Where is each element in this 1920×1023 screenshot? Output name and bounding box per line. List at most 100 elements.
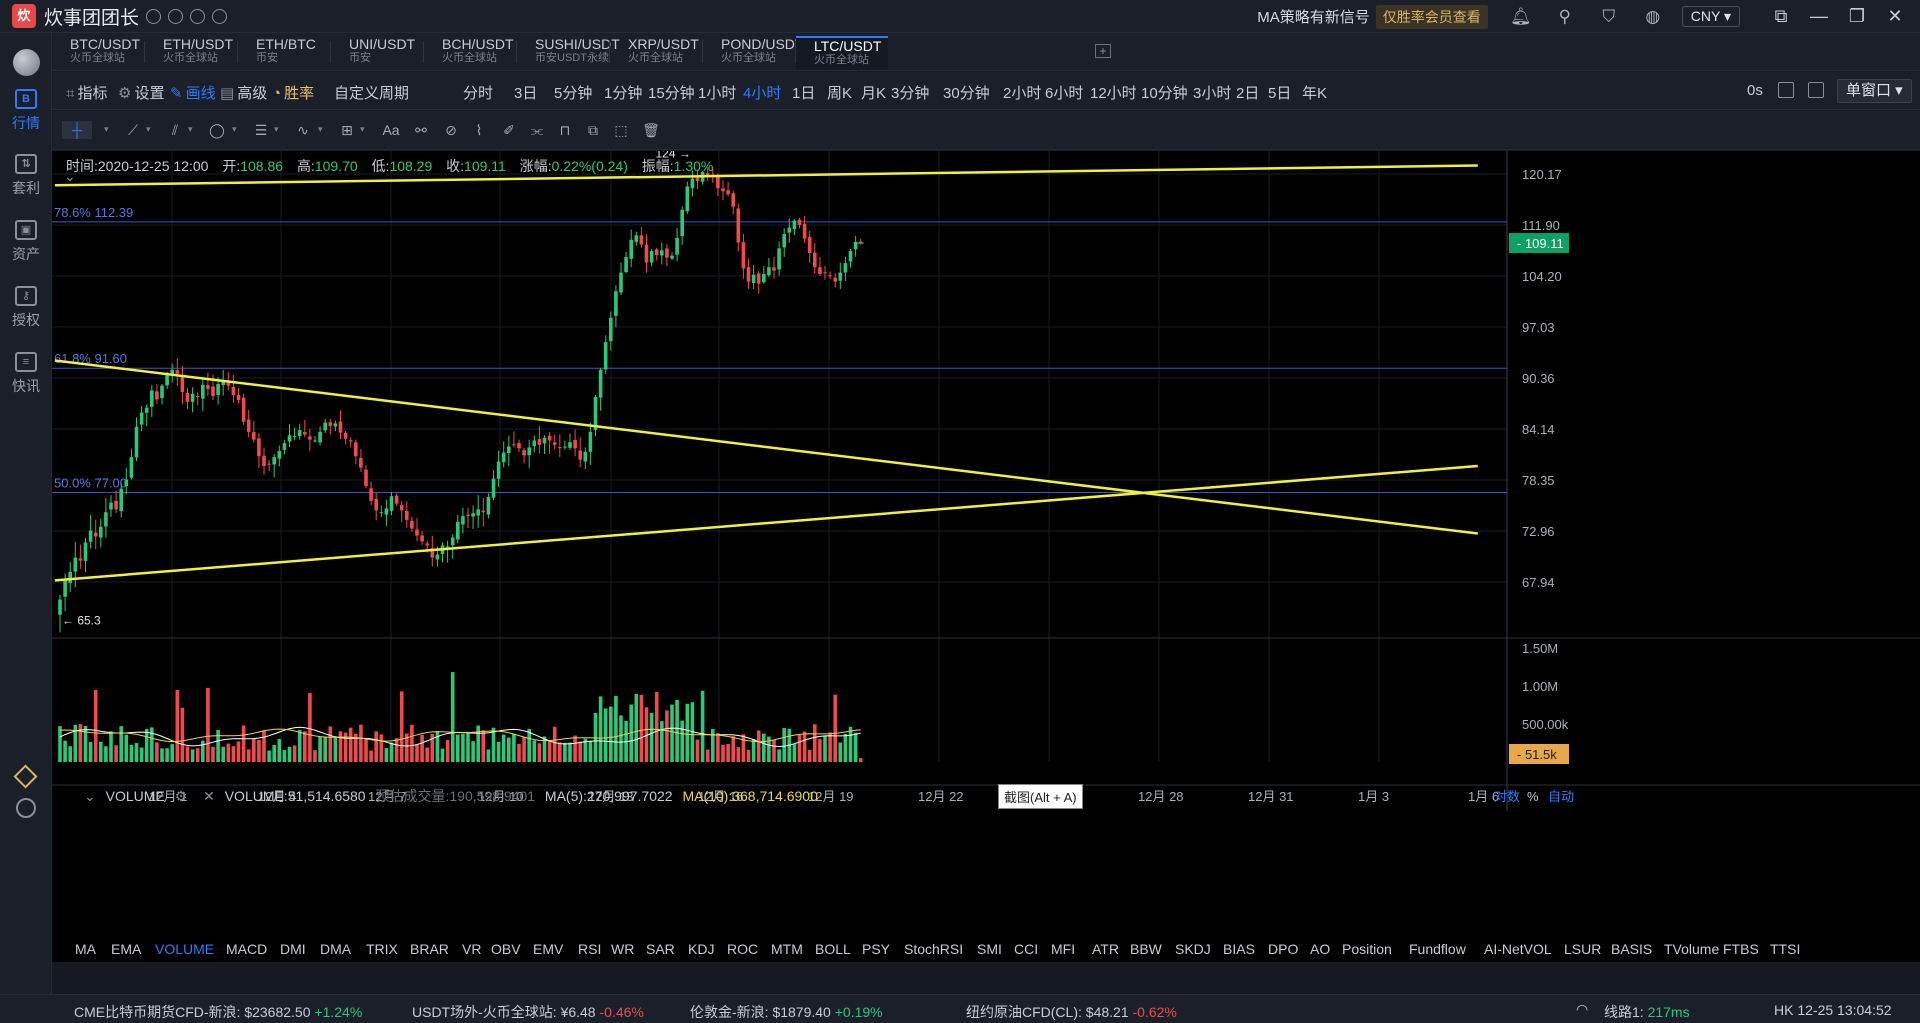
fullscreen-icon[interactable]: [1778, 82, 1794, 98]
indicator-obv[interactable]: OBV: [491, 941, 521, 957]
ruler-tool[interactable]: ⌇: [475, 122, 483, 138]
sidebar-item-arbitrage[interactable]: ⇅ 套利: [0, 154, 52, 198]
winrate-button[interactable]: ◔ 胜率: [272, 85, 315, 102]
magnet-tool[interactable]: ⊘: [445, 122, 457, 138]
period-19[interactable]: 年K: [1302, 85, 1328, 102]
indicator-ao[interactable]: AO: [1310, 941, 1331, 957]
indicator-vr[interactable]: VR: [462, 941, 482, 957]
indicator-mtm[interactable]: MTM: [771, 941, 803, 957]
indicator-ftbs[interactable]: FTBS: [1723, 941, 1759, 957]
tab-eth-btc[interactable]: ETH/BTC 币安: [238, 36, 348, 70]
tab-eth-usdt[interactable]: ETH/USDT 火币全球站: [145, 36, 255, 70]
indicator-stochrsi[interactable]: StochRSI: [904, 941, 964, 957]
ellipse-tool[interactable]: ◯: [209, 122, 225, 138]
indicator-macd[interactable]: MACD: [226, 941, 268, 957]
ticker-item[interactable]: 纽约原油CFD(CL): $48.21 -0.62%: [966, 1004, 1177, 1020]
period-9[interactable]: 月K: [861, 85, 887, 102]
close-icon[interactable]: ✕: [1887, 6, 1903, 26]
indicator-tvolume[interactable]: TVolume: [1664, 941, 1720, 957]
settings-button[interactable]: ⚙ 设置: [118, 85, 165, 102]
indicator-position[interactable]: Position: [1342, 941, 1392, 957]
period-12[interactable]: 2小时: [1003, 85, 1042, 102]
indicator-bbw[interactable]: BBW: [1130, 941, 1162, 957]
indicator-rsi[interactable]: RSI: [578, 941, 602, 957]
period-4[interactable]: 15分钟: [648, 85, 695, 102]
clock-icon[interactable]: [190, 8, 206, 24]
indicator-boll[interactable]: BOLL: [815, 941, 851, 957]
period-15[interactable]: 10分钟: [1141, 85, 1188, 102]
sidebar-item-auth[interactable]: ⚷ 授权: [0, 286, 52, 330]
tab-btc-usdt[interactable]: BTC/USDT 火币全球站: [52, 36, 162, 70]
period-13[interactable]: 6小时: [1045, 85, 1084, 102]
indicator-cci[interactable]: CCI: [1014, 941, 1039, 957]
indicator-sar[interactable]: SAR: [646, 941, 675, 957]
line-tool[interactable]: ⟋: [128, 122, 138, 138]
period-6[interactable]: 4小时: [743, 85, 782, 102]
custom-period-button[interactable]: 自定义周期: [334, 85, 410, 102]
vip-view-badge[interactable]: 仅胜率会员查看: [1375, 4, 1488, 29]
period-14[interactable]: 12小时: [1090, 85, 1137, 102]
indicators-button[interactable]: ⌗ 指标: [66, 85, 108, 102]
indicator-ema[interactable]: EMA: [111, 941, 142, 957]
period-10[interactable]: 3分钟: [891, 85, 930, 102]
block-icon[interactable]: [212, 8, 228, 24]
tab-uni-usdt[interactable]: UNI/USDT 币安: [331, 36, 441, 70]
draw-button[interactable]: ✎ 画线: [170, 85, 216, 102]
tab-ltc-usdt[interactable]: LTC/USDT 火币全球站: [796, 36, 888, 70]
chart-area[interactable]: 78.6% 112.39 61.8% 91.60 50.0% 77.00 124 → ←…: [52, 151, 1920, 962]
restore-icon[interactable]: ❐: [1848, 6, 1866, 26]
indicator-trix[interactable]: TRIX: [366, 941, 398, 957]
crosshair-tool[interactable]: ┼: [62, 121, 92, 139]
record-icon[interactable]: [146, 8, 162, 24]
indicator-wr[interactable]: WR: [611, 941, 635, 957]
brush-tool[interactable]: ✐: [503, 122, 515, 138]
indicator-bias[interactable]: BIAS: [1223, 941, 1255, 957]
chevron-down-icon[interactable]: ⌄: [84, 788, 96, 804]
period-1[interactable]: 3日: [514, 85, 538, 102]
app-globe-icon[interactable]: [13, 49, 40, 76]
indicator-atr[interactable]: ATR: [1092, 941, 1119, 957]
copy-tool[interactable]: ⧉: [588, 122, 598, 138]
search-icon[interactable]: ⚲: [1558, 6, 1571, 26]
advanced-button[interactable]: ▤ 高级: [220, 85, 268, 102]
indicator-lsur[interactable]: LSUR: [1564, 941, 1602, 957]
pattern-tool[interactable]: ⚯: [415, 122, 427, 138]
indicator-roc[interactable]: ROC: [727, 941, 759, 957]
indicator-basis[interactable]: BASIS: [1611, 941, 1653, 957]
gear-icon[interactable]: ⚙: [174, 788, 188, 804]
tab-xrp-usdt[interactable]: XRP/USDT 火币全球站: [610, 36, 720, 70]
period-8[interactable]: 周K: [827, 85, 853, 102]
minimize-icon[interactable]: —: [1810, 6, 1828, 26]
tab-sushi-usdt[interactable]: SUSHI/USDT 币安USDT永续: [517, 36, 627, 70]
ticker-item[interactable]: CME比特币期货CFD-新浪: $23682.50 +1.24%: [74, 1004, 363, 1020]
ticker-item[interactable]: 伦敦金-新浪: $1879.40 +0.19%: [690, 1004, 883, 1020]
add-tab-button[interactable]: +: [1095, 44, 1111, 58]
close-icon[interactable]: ✕: [203, 788, 215, 804]
indicator-skdj[interactable]: SKDJ: [1175, 941, 1211, 957]
lock-tool[interactable]: ⊓: [559, 122, 571, 138]
indicator-ai-netvol[interactable]: AI-NetVOL: [1484, 941, 1552, 957]
period-0[interactable]: 分时: [463, 85, 494, 102]
settings-icon[interactable]: [16, 798, 36, 818]
indicator-dma[interactable]: DMA: [320, 941, 352, 957]
shirt-icon[interactable]: ⛉: [1602, 6, 1616, 26]
window-mode-select[interactable]: 单窗口 ▾: [1837, 79, 1912, 103]
connection-status[interactable]: 线路1: 217ms: [1604, 1004, 1690, 1020]
sidebar-item-market[interactable]: B 行情: [0, 89, 52, 133]
indicator-kdj[interactable]: KDJ: [688, 941, 715, 957]
new-window-icon[interactable]: ⧉: [1774, 6, 1788, 26]
globe-icon[interactable]: ◍: [1645, 6, 1661, 26]
period-16[interactable]: 3小时: [1193, 85, 1232, 102]
tab-bch-usdt[interactable]: BCH/USDT 火币全球站: [424, 36, 534, 70]
fib-tool[interactable]: ☰: [254, 122, 268, 138]
period-3[interactable]: 1分钟: [604, 85, 643, 102]
currency-select[interactable]: CNY ▾: [1681, 6, 1740, 27]
popout-icon[interactable]: [1808, 82, 1824, 98]
wave-tool[interactable]: ∿: [297, 122, 309, 138]
indicator-dmi[interactable]: DMI: [280, 941, 306, 957]
trash-icon[interactable]: 🗑︎: [642, 122, 660, 138]
select-tool[interactable]: ⬚: [614, 122, 628, 138]
indicator-smi[interactable]: SMI: [977, 941, 1002, 957]
indicator-emv[interactable]: EMV: [533, 941, 564, 957]
link-tool[interactable]: ⫘: [530, 122, 544, 138]
